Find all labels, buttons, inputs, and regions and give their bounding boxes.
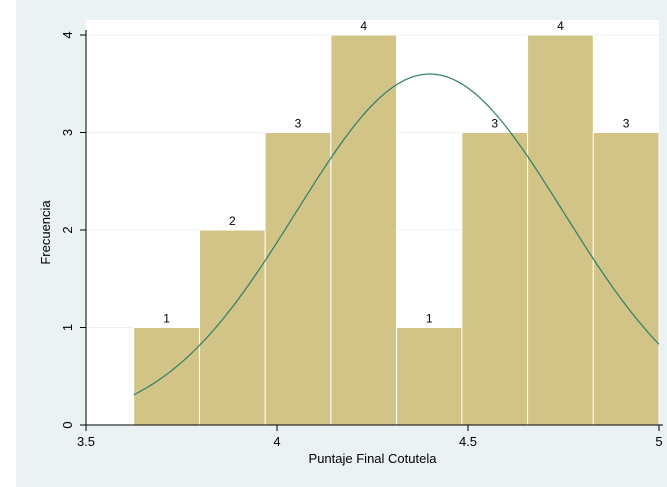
- y-ticks: 0 1 2 3 4: [60, 31, 86, 429]
- bar-label-5: 3: [491, 117, 498, 131]
- bar-label-1: 2: [229, 214, 236, 228]
- bar-label-3: 4: [360, 19, 367, 33]
- x-axis-label: Puntaje Final Cotutela: [309, 451, 438, 466]
- bar-label-7: 3: [623, 117, 630, 131]
- y-tick-label-4: 4: [60, 31, 75, 38]
- bar-label-2: 3: [295, 117, 302, 131]
- bar-4: [396, 327, 463, 426]
- bar-0: [133, 327, 200, 426]
- y-tick-label-3: 3: [60, 129, 75, 136]
- bar-6: [527, 34, 594, 426]
- x-ticks: 3.5 4 4.5 5: [77, 425, 663, 449]
- bar-label-0: 1: [163, 312, 170, 326]
- x-tick-label-2: 4.5: [459, 434, 477, 449]
- bar-7: [592, 132, 660, 426]
- bars: [133, 34, 660, 426]
- bar-1: [198, 229, 266, 426]
- x-tick-label-0: 3.5: [77, 434, 95, 449]
- bar-3: [330, 34, 398, 426]
- bar-5: [461, 132, 529, 426]
- x-tick-label-3: 5: [655, 434, 662, 449]
- bar-labels: 1 2 3 4 1 3 4 3: [163, 19, 630, 326]
- axes: [85, 30, 663, 426]
- y-axis-label: Frecuencia: [38, 200, 53, 265]
- bar-2: [264, 132, 332, 426]
- y-tick-label-2: 2: [60, 226, 75, 233]
- normal-density-curve: [133, 73, 660, 396]
- bar-label-6: 4: [557, 19, 564, 33]
- y-tick-label-1: 1: [60, 324, 75, 331]
- x-tick-label-1: 4: [273, 434, 280, 449]
- y-tick-label-0: 0: [60, 421, 75, 428]
- bar-label-4: 1: [426, 312, 433, 326]
